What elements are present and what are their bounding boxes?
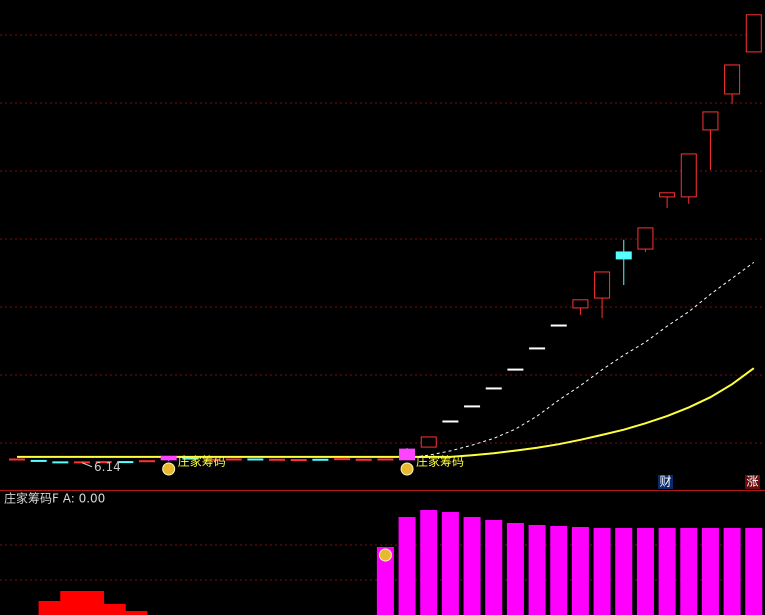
candle-body <box>95 461 112 464</box>
candle-body <box>204 458 221 461</box>
candle-body <box>572 299 589 309</box>
signal-label: 庄家筹码 <box>178 454 226 469</box>
candle-body <box>117 461 134 464</box>
indicator-bar <box>485 520 503 615</box>
tag-box <box>658 475 673 489</box>
candle-body <box>139 460 156 463</box>
money-bag-icon <box>378 548 392 562</box>
indicator-bar <box>38 601 61 615</box>
candle-body <box>464 405 481 408</box>
indicator-bar <box>658 528 676 615</box>
candle-body <box>269 458 286 461</box>
indicator-bar <box>745 528 763 615</box>
candle-body <box>420 436 437 448</box>
candle-body <box>160 455 177 461</box>
indicator-bar <box>463 517 481 615</box>
indicator-bar <box>81 591 105 615</box>
candle-body <box>680 153 697 198</box>
indicator-bar <box>103 604 126 615</box>
low-arrow <box>81 462 93 468</box>
candle-body <box>290 459 307 462</box>
indicator-bar <box>528 525 546 615</box>
candle-body <box>550 324 567 327</box>
indicator-bar <box>701 528 719 615</box>
indicator-bar <box>376 547 394 615</box>
candle-body <box>334 458 351 461</box>
tag: 财 <box>659 475 671 489</box>
indicator-bar <box>593 528 611 615</box>
candle-body <box>377 458 394 461</box>
candle-body <box>745 14 762 53</box>
candle-body <box>399 448 416 461</box>
candle-body <box>637 227 654 250</box>
ma-line <box>17 367 755 458</box>
candle-body <box>74 461 91 464</box>
indicator-bar <box>615 528 633 615</box>
indicator-bar <box>125 611 148 615</box>
candle-body <box>312 458 329 461</box>
indicator-bar <box>420 510 438 615</box>
ma-line <box>407 261 755 459</box>
candle-body <box>30 459 47 462</box>
candle-body <box>659 192 676 198</box>
candle-body <box>485 387 502 390</box>
candle-body <box>442 420 459 423</box>
candle-body <box>247 458 264 461</box>
candle-body <box>594 271 611 299</box>
candle-body <box>724 64 741 95</box>
indicator-bar <box>550 526 568 615</box>
indicator-bar <box>723 528 741 615</box>
indicator-bar <box>398 517 416 615</box>
indicator-bar <box>60 591 83 615</box>
candle-body <box>615 251 632 260</box>
candle-body <box>182 457 199 460</box>
candle-body <box>702 111 719 131</box>
tag: 涨 <box>746 474 758 489</box>
tag-box <box>745 475 760 489</box>
money-bag-icon <box>400 462 414 476</box>
candle-body <box>9 458 25 461</box>
money-bag-icon <box>162 462 176 476</box>
indicator-bar <box>441 512 459 615</box>
indicator-bar <box>506 523 524 615</box>
candle-body <box>355 458 372 461</box>
low-label: 6.14 <box>94 460 121 474</box>
indicator-bar <box>571 527 589 615</box>
indicator-bar <box>636 528 654 615</box>
indicator-title: 庄家筹码F A: 0.00 <box>4 491 105 506</box>
signal-label: 庄家筹码 <box>416 454 464 469</box>
candle-body <box>529 347 546 350</box>
candle-body <box>507 368 524 371</box>
candle-body <box>225 458 242 461</box>
indicator-bar <box>680 528 698 615</box>
candle-body <box>52 461 69 464</box>
